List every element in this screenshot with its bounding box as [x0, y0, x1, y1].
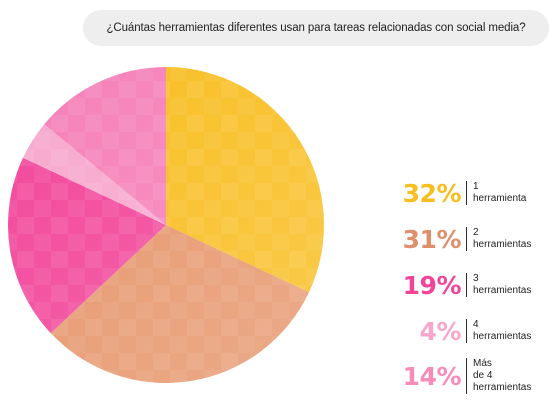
pie-chart-svg: [7, 67, 325, 383]
legend-label-line: 3: [473, 273, 479, 284]
legend-item-3-herramientas: 19% 3 herramientas: [400, 264, 532, 306]
legend-label: 4 herramientas: [466, 319, 531, 343]
legend-label-line: herramientas: [473, 239, 532, 250]
pie-shade-overlay: [8, 67, 324, 383]
legend-percentage: 14%: [402, 361, 462, 391]
legend-label-line: herramientas: [473, 285, 532, 296]
legend-label-line: Más: [473, 358, 492, 369]
legend-item-4-herramientas: 4% 4 herramientas: [400, 310, 532, 352]
legend-percentage: 31%: [402, 224, 462, 254]
legend-label-line: de 4: [473, 370, 493, 381]
legend-percentage: 32%: [402, 178, 462, 208]
legend-percentage: 19%: [402, 270, 462, 300]
legend-item-1-herramienta: 32% 1 herramienta: [400, 172, 527, 214]
legend-item-2-herramientas: 31% 2 herramientas: [400, 218, 532, 260]
legend-item-mas-de-4-herramientas: 14% Más de 4 herramientas: [400, 355, 531, 397]
legend-label-line: 2: [473, 227, 479, 238]
legend-label: 3 herramientas: [466, 273, 531, 297]
legend-percentage: 4%: [419, 316, 462, 346]
pie-chart: [0, 64, 340, 401]
legend-label: 2 herramientas: [466, 227, 531, 251]
legend-label-line: herramienta: [473, 193, 527, 204]
question-text: ¿Cuántas herramientas diferentes usan pa…: [106, 22, 526, 34]
legend-label-line: herramientas: [473, 382, 532, 393]
legend-label-line: 4: [473, 319, 479, 330]
legend-label: Más de 4 herramientas: [466, 358, 531, 394]
question-banner: ¿Cuántas herramientas diferentes usan pa…: [83, 10, 549, 46]
legend-label-line: herramientas: [473, 331, 532, 342]
legend-label: 1 herramienta: [466, 181, 526, 205]
legend-label-line: 1: [473, 181, 479, 192]
